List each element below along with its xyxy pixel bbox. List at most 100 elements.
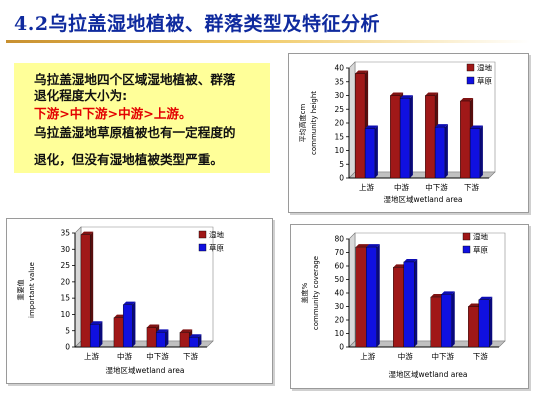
- bar-wetland: [146, 327, 157, 348]
- bar-top: [189, 334, 202, 338]
- bar-top: [400, 95, 413, 99]
- bar-side: [479, 125, 483, 178]
- chart-important-value: 0 5 10 15 20 25 30 35 上游 中游 中下游 下游 重要值 important valu…: [16, 226, 224, 375]
- x-tick-label: 中下游: [146, 351, 169, 361]
- summary-ranking: 下游>中下游>中游>上游。: [34, 106, 192, 121]
- summary-line-5: 退化，但没有湿地植被类型严重。: [34, 152, 223, 167]
- bar-wetland: [425, 95, 436, 179]
- y-tick-label: 0: [65, 343, 70, 352]
- summary-box: 乌拉盖湿地四个区域湿地植被、群落 退化程度大小为: 下游>中下游>中游>上游。 …: [14, 63, 270, 173]
- x-tick-label: 中游: [398, 351, 413, 361]
- x-tick-label: 下游: [473, 351, 488, 361]
- bar-top: [90, 321, 103, 325]
- bar-side: [374, 125, 378, 178]
- bar-steppe: [366, 246, 377, 348]
- legend-label: 湿地: [209, 230, 224, 240]
- bar-steppe: [188, 337, 199, 348]
- bar-top: [435, 124, 448, 128]
- y-axis-label-en: community height: [310, 91, 318, 155]
- bar-side: [444, 124, 448, 178]
- bar-top: [403, 258, 418, 262]
- bar-top: [390, 92, 404, 96]
- x-tick-label: 下游: [464, 182, 479, 192]
- bar-top: [393, 264, 407, 268]
- bar-top: [425, 92, 439, 96]
- bar-side: [132, 301, 136, 347]
- legend-label: 草原: [473, 245, 488, 255]
- legend-label: 草原: [209, 243, 224, 253]
- bar-wetland: [468, 306, 479, 348]
- chart-side-wall: [348, 232, 356, 348]
- y-tick-label: 20: [60, 277, 70, 286]
- y-tick-label: 15: [334, 132, 344, 141]
- y-tick-label: 5: [65, 326, 70, 335]
- bar-wetland: [113, 317, 124, 348]
- bar-steppe: [364, 128, 376, 179]
- bar-top: [470, 125, 483, 129]
- y-tick-label: 10: [334, 329, 344, 338]
- legend-label: 湿地: [477, 63, 492, 73]
- y-tick-label: 0: [339, 174, 344, 183]
- y-tick-label: 25: [60, 261, 70, 270]
- y-tick-label: 15: [60, 294, 70, 303]
- y-axis-label-cn: 盖度%: [300, 282, 309, 303]
- legend-label: 草原: [477, 76, 492, 86]
- x-axis-label: 湿地区域wetland area: [384, 194, 463, 204]
- y-tick-label: 70: [334, 248, 344, 257]
- bar-top: [80, 231, 94, 235]
- y-tick-label: 20: [334, 119, 344, 128]
- bar-side: [409, 95, 413, 178]
- bar-steppe: [478, 299, 490, 348]
- y-tick-label: 35: [334, 77, 344, 86]
- y-tick-label: 0: [339, 343, 344, 352]
- y-tick-label: 50: [334, 275, 344, 284]
- y-tick-label: 80: [334, 235, 344, 244]
- bar-steppe: [434, 126, 446, 179]
- legend-swatch: [462, 245, 471, 254]
- legend-swatch: [198, 243, 207, 252]
- x-tick-label: 中游: [394, 182, 409, 192]
- bar-top: [123, 301, 136, 305]
- legend-swatch: [466, 76, 475, 85]
- bar-steppe: [399, 98, 411, 179]
- bar-top: [468, 303, 482, 307]
- y-tick-label: 20: [334, 316, 344, 325]
- x-tick-label: 下游: [183, 351, 198, 361]
- y-tick-label: 40: [334, 289, 344, 298]
- x-axis-label: 湿地区域wetland area: [389, 369, 468, 379]
- y-tick-label: 25: [334, 105, 344, 114]
- y-tick-label: 30: [60, 245, 70, 254]
- bar-side: [165, 329, 169, 347]
- bar-steppe: [155, 332, 166, 348]
- chart-coverage-frame: 0 10 20 30 40 50 60 70 80 上游 中游 中下游 下游 盖度% community c…: [290, 224, 529, 389]
- x-tick-label: 中游: [117, 351, 132, 361]
- legend-swatch: [462, 232, 471, 241]
- y-tick-label: 60: [334, 262, 344, 271]
- y-tick-label: 30: [334, 302, 344, 311]
- title-underline: [6, 40, 530, 43]
- bar-side: [376, 244, 380, 347]
- x-axis-label: 湿地区域wetland area: [106, 365, 185, 375]
- bar-wetland: [430, 296, 442, 348]
- bar-top: [430, 294, 445, 298]
- legend-swatch: [466, 63, 475, 72]
- x-tick-label: 中下游: [425, 182, 448, 192]
- bar-top: [179, 329, 193, 333]
- y-tick-label: 35: [60, 229, 70, 238]
- bar-side: [198, 334, 202, 347]
- bar-top: [365, 125, 378, 129]
- bar-wetland: [460, 100, 471, 179]
- y-axis-label-en: community coverage: [312, 256, 320, 330]
- slide-title: 4.2乌拉盖湿地植被、群落类型及特征分析: [14, 13, 381, 35]
- bar-top: [355, 244, 370, 248]
- summary-line-1: 乌拉盖湿地四个区域湿地植被、群落: [34, 72, 236, 87]
- x-tick-label: 中下游: [432, 351, 455, 361]
- y-tick-label: 40: [334, 64, 344, 73]
- bar-top: [460, 98, 474, 101]
- bar-steppe: [469, 128, 481, 179]
- bar-top: [441, 291, 455, 295]
- chart-side-wall: [74, 226, 82, 348]
- bar-top: [355, 70, 369, 74]
- y-axis-label-en: important value: [28, 262, 36, 318]
- y-tick-label: 10: [334, 146, 344, 155]
